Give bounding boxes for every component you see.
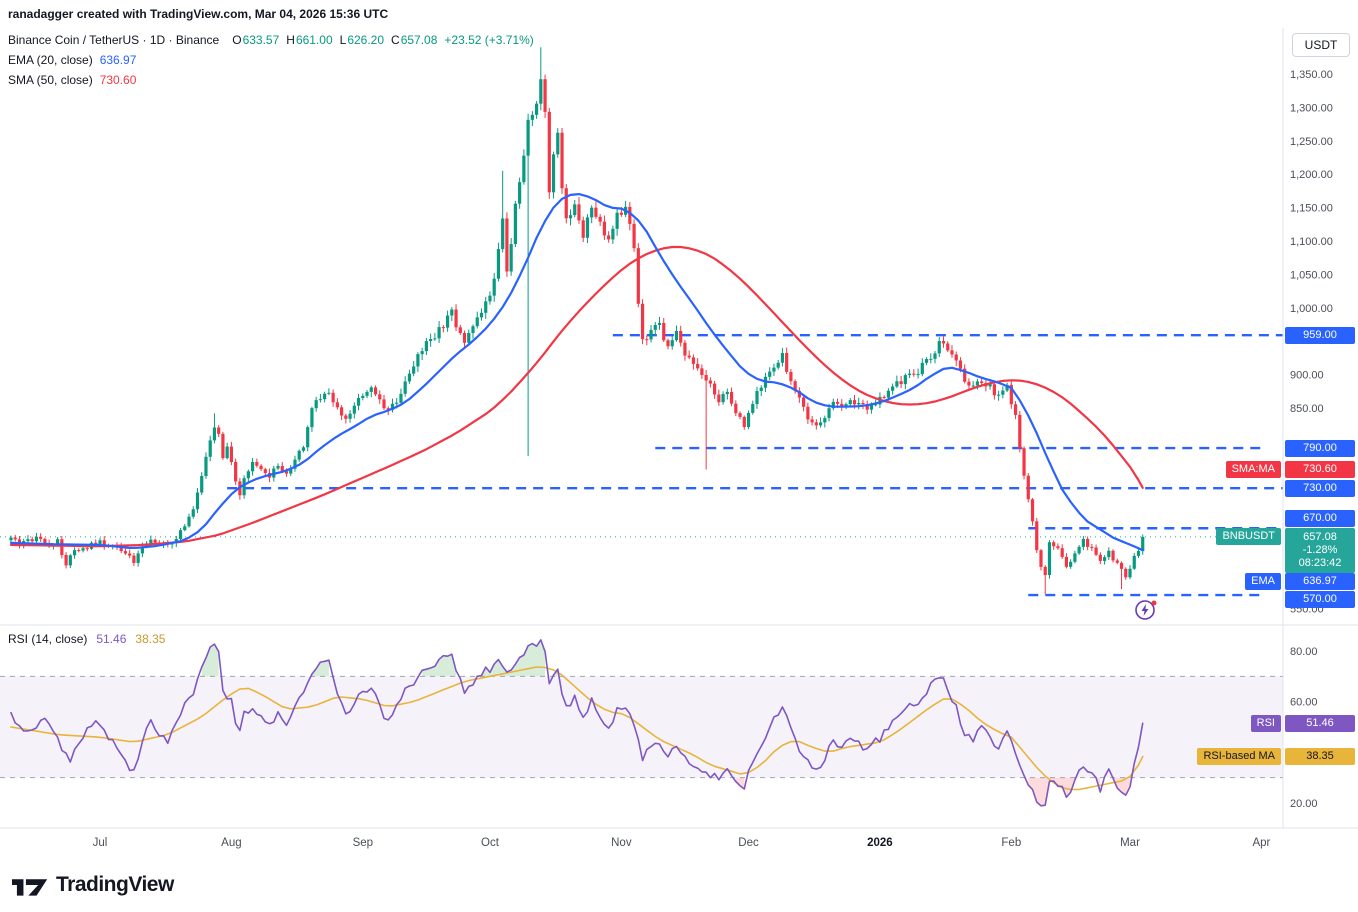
symbol-price-label: BNBUSDT bbox=[1216, 528, 1281, 545]
low-value: 626.20 bbox=[347, 33, 385, 47]
svg-text:Aug: Aug bbox=[221, 837, 241, 849]
high-value: 661.00 bbox=[295, 33, 333, 47]
tradingview-logo-icon[interactable] bbox=[12, 873, 48, 897]
ema-legend-value: 636.97 bbox=[99, 53, 137, 67]
level-badge-570: 570.00 bbox=[1285, 591, 1355, 608]
level-badge-730: 730.00 bbox=[1285, 480, 1355, 497]
open-value: 633.57 bbox=[242, 33, 280, 47]
ema-value-badge: 636.97 bbox=[1285, 573, 1355, 590]
price-change-percent: -1.28% bbox=[1302, 544, 1338, 556]
rsi-legend-label: RSI (14, close) bbox=[8, 632, 88, 646]
svg-text:1,200.00: 1,200.00 bbox=[1290, 169, 1333, 181]
ema-legend-label: EMA (20, close) bbox=[8, 53, 93, 67]
svg-text:1,300.00: 1,300.00 bbox=[1290, 102, 1333, 114]
svg-text:1,050.00: 1,050.00 bbox=[1290, 269, 1333, 281]
high-label: H bbox=[286, 33, 295, 47]
sma-series-label: SMA:MA bbox=[1225, 461, 1281, 478]
low-label: L bbox=[339, 33, 347, 47]
svg-text:80.00: 80.00 bbox=[1290, 646, 1318, 658]
sma-value-badge: 730.60 bbox=[1285, 461, 1355, 478]
rsi-ma-value-badge: 38.35 bbox=[1285, 748, 1355, 765]
symbol-legend: Binance Coin / TetherUS · 1D · Binance O… bbox=[8, 30, 534, 90]
svg-text:Apr: Apr bbox=[1252, 837, 1270, 849]
sma-legend-row[interactable]: SMA (50, close) 730.60 bbox=[8, 70, 534, 90]
chart-area[interactable]: 1,350.00 1,300.00 1,250.00 1,200.00 1,150.00… bbox=[0, 28, 1358, 858]
attribution-text: ranadagger created with TradingView.com,… bbox=[8, 7, 389, 21]
sma-legend-label: SMA (50, close) bbox=[8, 73, 93, 87]
svg-text:Feb: Feb bbox=[1001, 837, 1021, 849]
flash-alert-icon[interactable] bbox=[1134, 598, 1158, 622]
rsi-value-badge: 51.46 bbox=[1285, 715, 1355, 732]
svg-text:2026: 2026 bbox=[867, 837, 893, 849]
svg-text:Mar: Mar bbox=[1120, 837, 1140, 849]
symbol-row[interactable]: Binance Coin / TetherUS · 1D · Binance O… bbox=[8, 30, 534, 50]
currency-toggle-button[interactable]: USDT bbox=[1292, 33, 1350, 57]
sma-legend-value: 730.60 bbox=[99, 73, 137, 87]
rsi-ma-series-label: RSI-based MA bbox=[1197, 748, 1281, 765]
svg-text:Dec: Dec bbox=[738, 837, 759, 849]
price-chart-canvas[interactable]: 1,350.00 1,300.00 1,250.00 1,200.00 1,150.00… bbox=[0, 28, 1358, 858]
level-badge-790: 790.00 bbox=[1285, 440, 1355, 457]
ema-legend-row[interactable]: EMA (20, close) 636.97 bbox=[8, 50, 534, 70]
price-countdown-badge: 657.08 -1.28% 08:23:42 bbox=[1285, 528, 1355, 573]
symbol-title[interactable]: Binance Coin / TetherUS · 1D · Binance bbox=[8, 33, 220, 47]
svg-text:1,100.00: 1,100.00 bbox=[1290, 236, 1333, 248]
level-badge-959: 959.00 bbox=[1285, 327, 1355, 344]
change-value: +23.52 (+3.71%) bbox=[444, 33, 534, 47]
svg-text:1,150.00: 1,150.00 bbox=[1290, 203, 1333, 215]
ema-series-label: EMA bbox=[1245, 573, 1281, 590]
bar-countdown-timer: 08:23:42 bbox=[1298, 557, 1342, 569]
svg-text:850.00: 850.00 bbox=[1290, 403, 1324, 415]
rsi-legend-value: 51.46 bbox=[96, 632, 127, 646]
rsi-legend-row[interactable]: RSI (14, close) 51.46 38.35 bbox=[8, 632, 165, 646]
svg-text:1,000.00: 1,000.00 bbox=[1290, 303, 1333, 315]
level-badge-670: 670.00 bbox=[1285, 510, 1355, 527]
svg-text:Oct: Oct bbox=[481, 837, 500, 849]
open-label: O bbox=[232, 33, 242, 47]
close-value: 657.08 bbox=[400, 33, 438, 47]
rsi-ma-legend-value: 38.35 bbox=[135, 632, 166, 646]
tradingview-wordmark[interactable]: TradingView bbox=[56, 873, 174, 896]
svg-text:60.00: 60.00 bbox=[1290, 697, 1318, 709]
footer-bar: TradingView bbox=[0, 858, 1358, 912]
svg-text:Jul: Jul bbox=[93, 837, 108, 849]
rsi-series-label: RSI bbox=[1250, 715, 1281, 732]
last-price-value: 657.08 bbox=[1303, 531, 1337, 543]
svg-text:Nov: Nov bbox=[611, 837, 632, 849]
svg-text:1,250.00: 1,250.00 bbox=[1290, 136, 1333, 148]
svg-text:1,350.00: 1,350.00 bbox=[1290, 69, 1333, 81]
close-label: C bbox=[391, 33, 400, 47]
svg-text:900.00: 900.00 bbox=[1290, 370, 1324, 382]
svg-text:Sep: Sep bbox=[353, 837, 373, 849]
svg-text:20.00: 20.00 bbox=[1290, 798, 1318, 810]
